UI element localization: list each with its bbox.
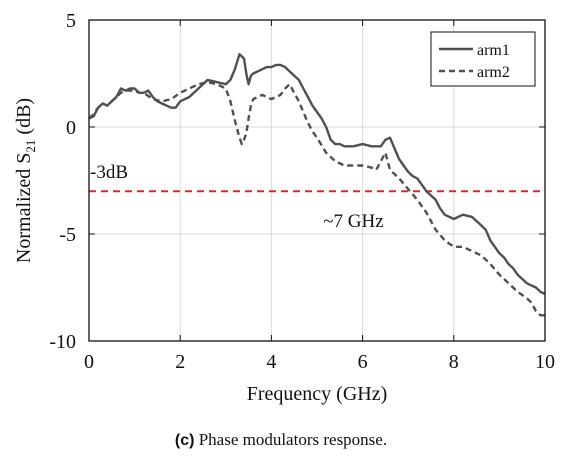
axis-ticks: 0 2 4 6 8 10 5 0 -5 -10 (49, 10, 555, 373)
x-tick-label: 10 (535, 351, 555, 373)
y-tick-label: 0 (66, 117, 76, 139)
x-axis-label: Frequency (GHz) (247, 383, 388, 405)
series-lines (88, 53, 546, 317)
y-tick-label: -10 (49, 331, 76, 353)
figure-caption: (c) Phase modulators response. (0, 430, 562, 450)
y-axis-label-main: Normalized S (13, 153, 35, 264)
y-tick-label: 5 (66, 10, 76, 32)
plot-frame (88, 19, 546, 342)
series-line-arm2 (88, 80, 545, 317)
legend-box (430, 31, 536, 87)
y-axis-label-subscript: 21 (23, 140, 38, 153)
reference-line-label: -3dB (90, 162, 128, 183)
legend-label-arm2: arm2 (477, 64, 510, 81)
x-tick-label: 0 (84, 351, 94, 373)
x-tick-label: 4 (266, 351, 276, 373)
y-axis-label-unit: (dB) (13, 98, 35, 140)
legend-label-arm1: arm1 (477, 42, 510, 59)
x-tick-label: 2 (175, 351, 185, 373)
y-axis-label: Normalized S21 (dB) (13, 98, 38, 263)
legend: arm1 arm2 (430, 31, 536, 87)
x-tick-label: 6 (358, 351, 368, 373)
x-tick-label: 8 (449, 351, 459, 373)
y-tick-label: -5 (59, 224, 76, 246)
caption-text: Phase modulators response. (198, 430, 388, 449)
series-line-arm1 (88, 53, 546, 295)
caption-tag: (c) (174, 432, 195, 449)
annotation-7ghz: ~7 GHz (323, 211, 383, 232)
